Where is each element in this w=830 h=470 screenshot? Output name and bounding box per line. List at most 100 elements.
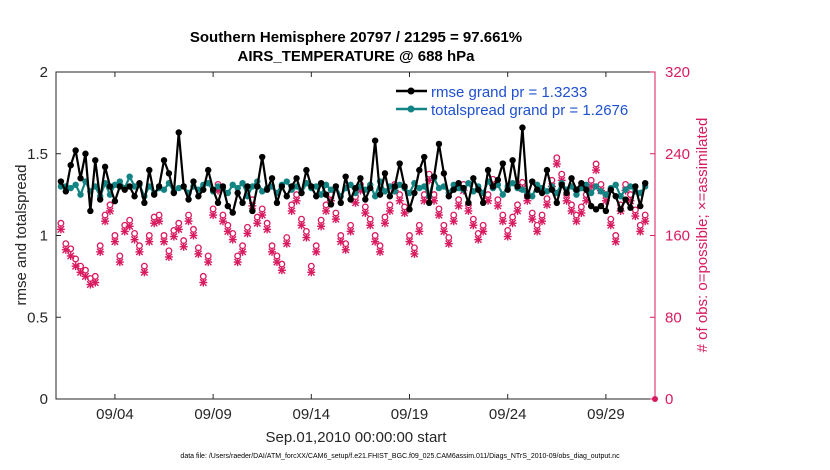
- rmse-point: [435, 140, 443, 148]
- obs-assimilated-point: [56, 225, 65, 234]
- rmse-point: [205, 166, 212, 174]
- rmse-point: [391, 183, 398, 190]
- rmse-point: [229, 209, 236, 216]
- rmse-point: [396, 160, 403, 167]
- totalspread-point: [592, 183, 600, 190]
- rmse-point: [67, 161, 74, 169]
- obs-assimilated-point: [498, 217, 507, 226]
- rmse-point: [126, 183, 133, 190]
- totalspread-point: [416, 184, 423, 192]
- obs-assimilated-point: [331, 215, 340, 224]
- obs-assimilated-point: [174, 225, 183, 234]
- rmse-point: [72, 147, 79, 154]
- obs-assimilated-point: [135, 247, 144, 256]
- totalspread-point: [234, 184, 241, 192]
- obs-assimilated-point: [469, 221, 478, 230]
- rmse-point: [425, 199, 433, 206]
- obs-assimilated-point: [140, 268, 149, 277]
- obs-assimilated-point: [493, 201, 502, 210]
- obs-assimilated-point: [538, 217, 547, 226]
- rmse-point: [529, 178, 536, 185]
- obs-assimilated-point: [233, 258, 242, 267]
- rmse-point: [224, 202, 232, 210]
- rmse-point: [263, 186, 271, 193]
- obs-assimilated-point: [395, 196, 404, 205]
- legend-spread-marker: [407, 105, 415, 113]
- obs-possible-point: [67, 245, 75, 253]
- rmse-point: [578, 179, 585, 187]
- obs-assimilated-point: [145, 237, 154, 246]
- x-tick-label: 09/09: [194, 406, 232, 423]
- totalspread-point: [347, 181, 354, 189]
- rmse-point: [62, 188, 70, 195]
- rmse-point: [160, 157, 168, 164]
- obs-assimilated-point: [439, 227, 448, 236]
- rmse-point: [357, 175, 364, 182]
- rmse-point: [548, 186, 556, 193]
- rmse-point: [283, 193, 290, 200]
- rmse-point: [367, 184, 374, 192]
- rmse-point: [475, 186, 482, 193]
- rmse-point: [219, 183, 227, 190]
- rmse-point: [558, 181, 565, 189]
- totalspread-point: [249, 183, 256, 190]
- rmse-point: [445, 193, 452, 200]
- obs-assimilated-point: [592, 166, 601, 175]
- totalspread-point: [587, 189, 595, 197]
- rmse-point: [209, 186, 217, 193]
- data-file-footnote: data file: /Users/raeder/DAI/ATM_forcXX/…: [180, 453, 620, 460]
- rmse-point: [543, 166, 551, 174]
- obs-assimilated-point: [606, 221, 615, 230]
- obs-assimilated-point: [297, 221, 306, 230]
- obs-assimilated-point: [302, 233, 311, 242]
- obs-assimilated-point: [243, 229, 252, 238]
- totalspread-point: [622, 186, 629, 193]
- obs-assimilated-point: [449, 217, 458, 226]
- totalspread-point: [126, 173, 133, 180]
- rmse-point: [288, 183, 295, 190]
- totalspread-point: [465, 179, 472, 187]
- rmse-point: [116, 183, 124, 190]
- totalspread-point: [573, 191, 580, 198]
- plot-area: [55, 71, 656, 400]
- obs-assimilated-point: [81, 272, 90, 281]
- rmse-point: [273, 199, 281, 206]
- obs-assimilated-point: [577, 209, 586, 218]
- y2-tick-label: 160: [665, 228, 690, 245]
- obs-assimilated-point: [223, 227, 232, 236]
- rmse-point: [568, 175, 575, 182]
- totalspread-point: [617, 193, 624, 200]
- totalspread-point: [77, 191, 84, 198]
- rmse-point: [421, 153, 428, 161]
- rmse-point: [455, 179, 462, 187]
- totalspread-point: [435, 184, 443, 192]
- chart-subtitle: AIRS_TEMPERATURE @ 688 hPa: [238, 48, 476, 65]
- obs-assimilated-point: [454, 201, 463, 210]
- obs-assimilated-point: [542, 200, 551, 209]
- rmse-point: [504, 186, 511, 193]
- obs-assimilated-point: [258, 211, 267, 220]
- obs-assimilated-point: [282, 239, 291, 248]
- rmse-point: [155, 183, 163, 190]
- totalspread-point: [371, 193, 379, 200]
- obs-assimilated-point: [101, 217, 110, 226]
- rmse-point: [617, 206, 624, 213]
- rmse-point: [411, 189, 418, 197]
- rmse-point: [234, 189, 241, 197]
- rmse-point: [494, 176, 502, 184]
- totalspread-point: [396, 181, 403, 189]
- rmse-point: [450, 186, 457, 193]
- obs-assimilated-point: [513, 206, 522, 215]
- obs-assimilated-point: [380, 219, 389, 228]
- rmse-point: [337, 199, 344, 206]
- obs-zero-marker: [652, 396, 658, 402]
- y2-tick-label: 0: [665, 391, 673, 408]
- totalspread-point: [627, 183, 634, 190]
- y-tick-label: 2: [40, 64, 48, 81]
- x-tick-label: 09/19: [391, 406, 429, 423]
- totalspread-point: [205, 179, 212, 187]
- plot-frame: [55, 71, 656, 400]
- obs-assimilated-point: [184, 217, 193, 226]
- obs-assimilated-point: [562, 196, 571, 205]
- obs-series: [56, 154, 658, 402]
